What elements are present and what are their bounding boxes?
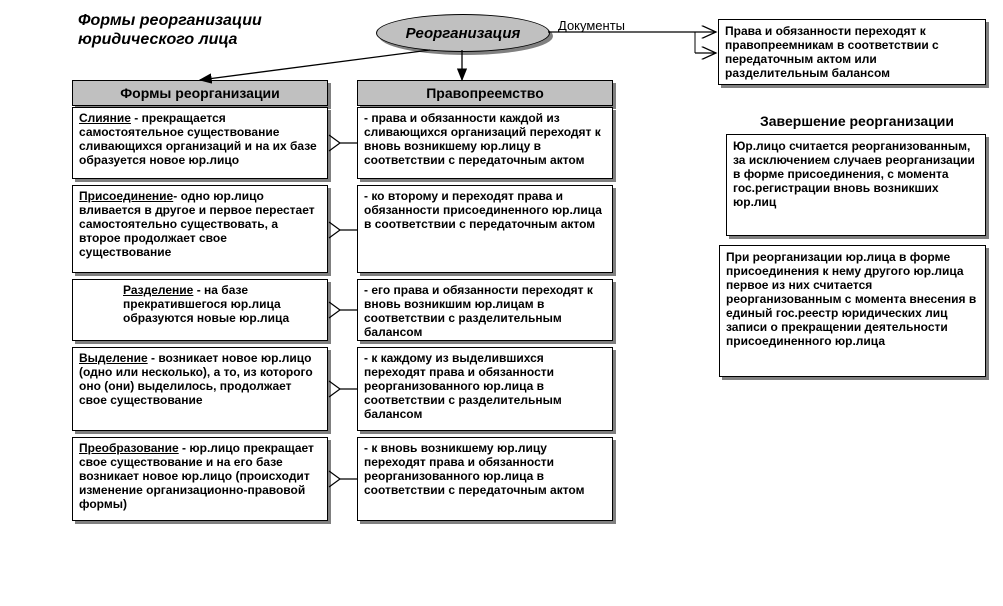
- title-line1: Формы реорганизации: [78, 12, 262, 29]
- succ-cell-merge: - права и обязанности каждой из сливающи…: [357, 107, 613, 179]
- forms-header-panel: Формы реорганизации: [72, 80, 328, 106]
- succession-header-panel: Правопреемство: [357, 80, 613, 106]
- succ-cell-split: - его права и обязанности переходят к вн…: [357, 279, 613, 341]
- title-line2: юридического лица: [78, 31, 237, 48]
- diagram-title: Формы реорганизации юридического лица: [78, 11, 262, 49]
- form-term: Присоединение: [79, 189, 173, 203]
- form-term: Слияние: [79, 111, 131, 125]
- completion-box-2: При реорганизации юр.лица в форме присое…: [719, 245, 986, 377]
- rights-box: Права и обязанности переходят к правопре…: [718, 19, 986, 85]
- form-cell-join: Присоединение- одно юр.лицо вливается в …: [72, 185, 328, 273]
- succ-cell-join: - ко второму и переходят права и обязанн…: [357, 185, 613, 273]
- forms-header: Формы реорганизации: [73, 81, 327, 105]
- documents-label: Документы: [558, 18, 625, 33]
- center-node: Реорганизация: [376, 14, 550, 52]
- form-term: Выделение: [79, 351, 148, 365]
- form-cell-transform: Преобразование - юр.лицо прекращает свое…: [72, 437, 328, 521]
- form-cell-merge: Слияние - прекращается самостоятельное с…: [72, 107, 328, 179]
- succ-cell-spinoff: - к каждому из выделившихся переходят пр…: [357, 347, 613, 431]
- form-term: Преобразование: [79, 441, 179, 455]
- form-term: Разделение: [123, 283, 193, 297]
- succession-header: Правопреемство: [358, 81, 612, 105]
- completion-box-1: Юр.лицо считается реорганизованным, за и…: [726, 134, 986, 236]
- succ-cell-transform: - к вновь возникшему юр.лицу переходят п…: [357, 437, 613, 521]
- completion-title: Завершение реорганизации: [760, 113, 954, 129]
- form-cell-spinoff: Выделение - возникает новое юр.лицо (одн…: [72, 347, 328, 431]
- form-cell-split: Разделение - на базе прекратившегося юр.…: [72, 279, 328, 341]
